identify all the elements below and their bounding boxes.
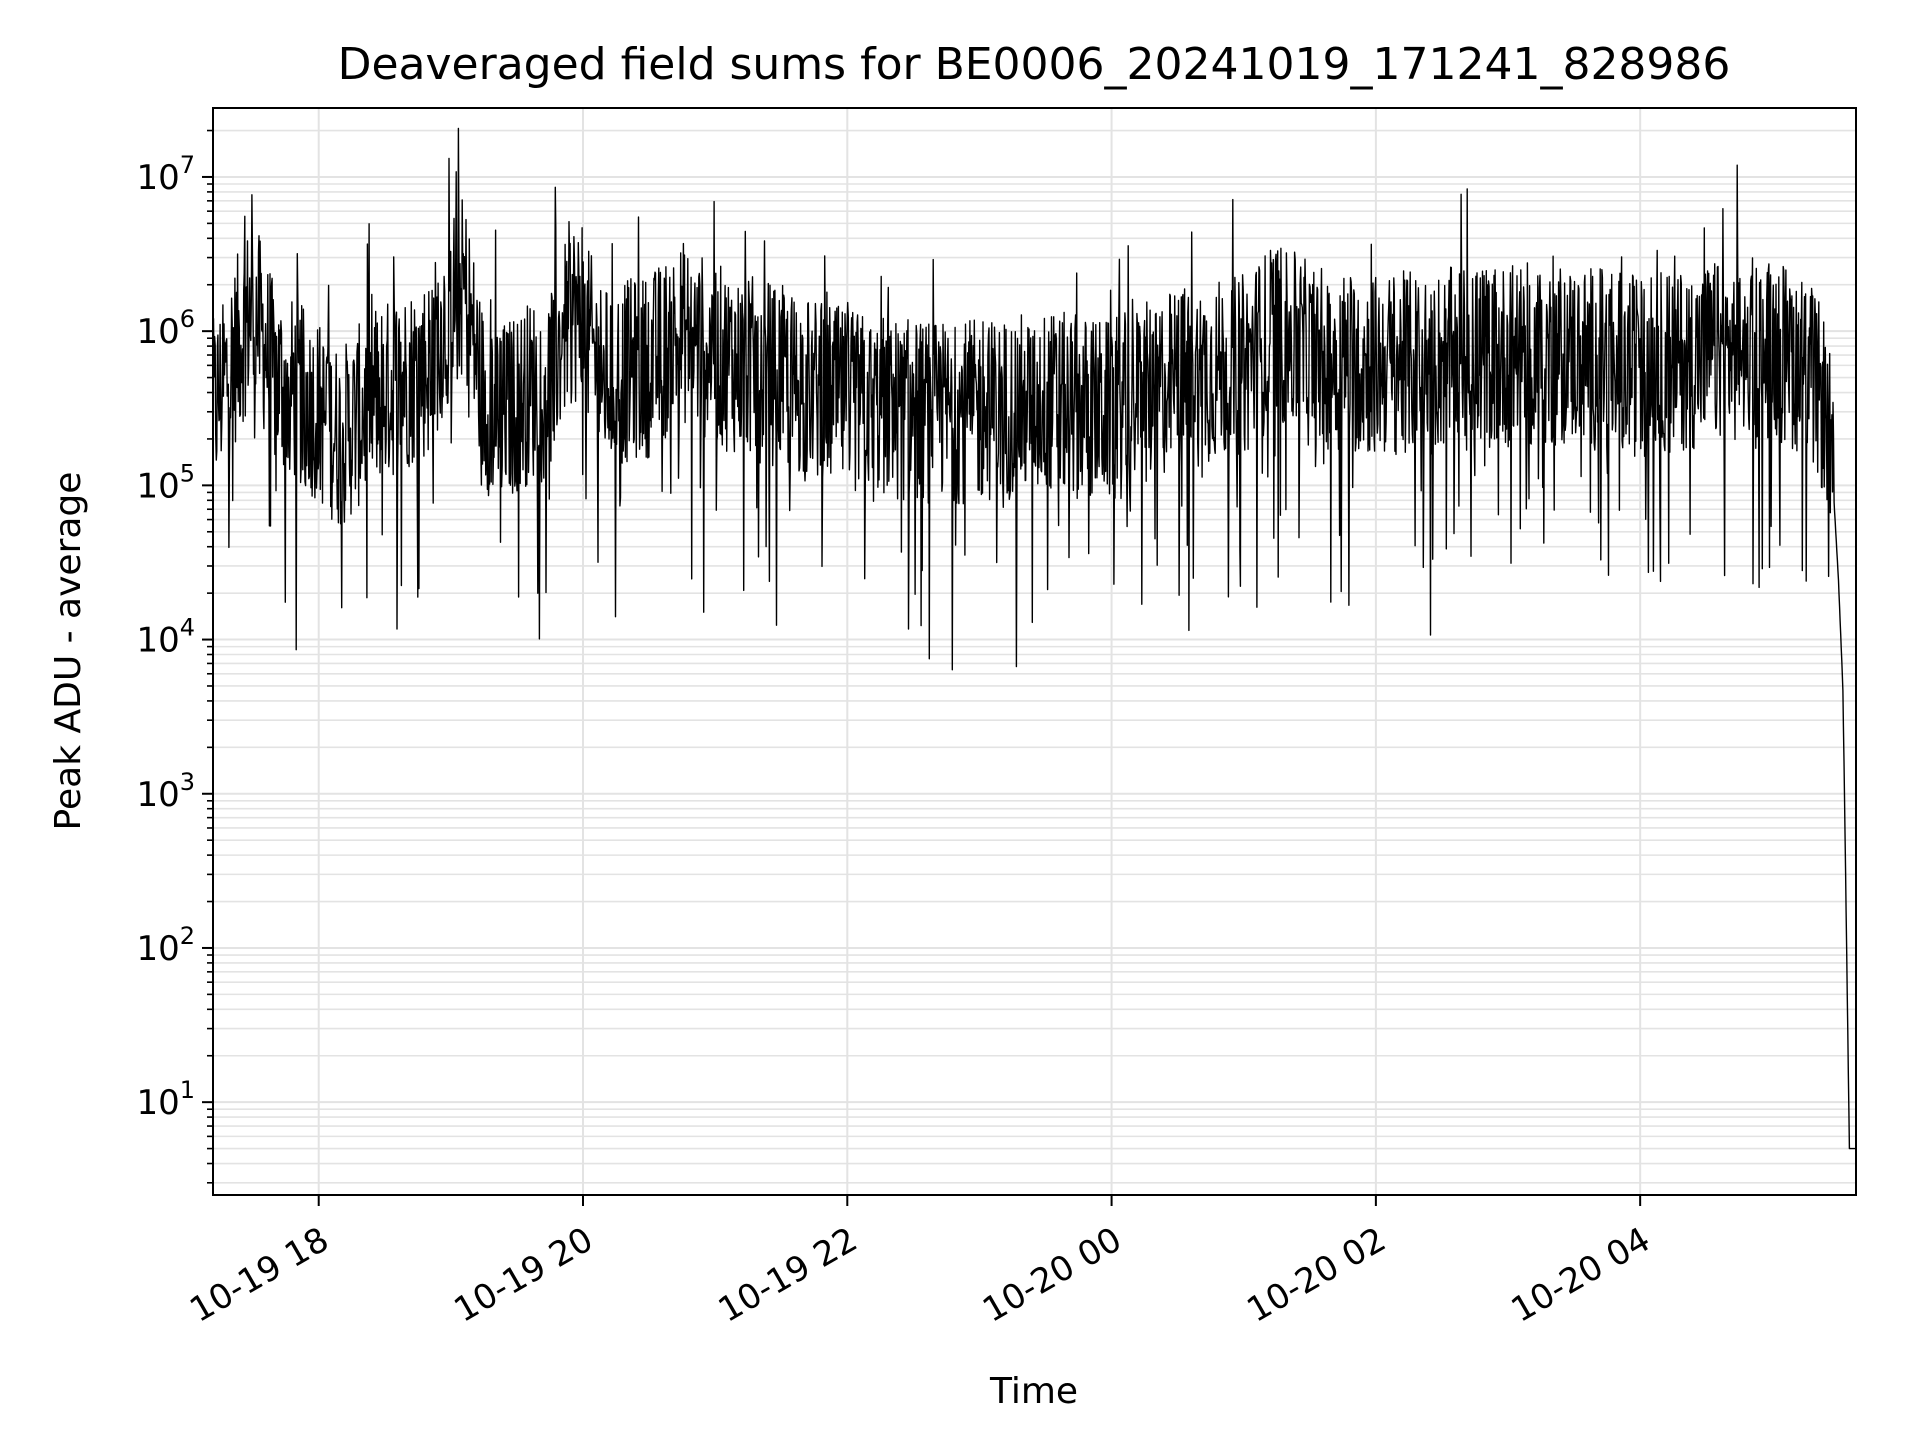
x-tick-label: 10-20 04 bbox=[1505, 1220, 1657, 1331]
y-tick-label: 103 bbox=[136, 768, 195, 815]
y-axis: 101 102 103 104 105 106 107 bbox=[136, 129, 213, 1184]
y-tick-label: 101 bbox=[136, 1076, 195, 1123]
y-tick-label: 104 bbox=[136, 614, 195, 661]
series-layer bbox=[212, 127, 1857, 1150]
y-tick-label: 106 bbox=[136, 305, 195, 352]
x-tick-label: 10-19 22 bbox=[712, 1220, 864, 1331]
y-tick-label: 105 bbox=[136, 459, 195, 506]
series-line-0 bbox=[212, 127, 1857, 1150]
plot-frame bbox=[212, 107, 1857, 1196]
y-tick-label: 102 bbox=[136, 922, 195, 969]
y-tick-label: 107 bbox=[136, 151, 195, 198]
x-tick-label: 10-19 20 bbox=[448, 1220, 600, 1331]
y-axis-label: Peak ADU - average bbox=[48, 472, 89, 831]
x-tick-label: 10-19 18 bbox=[183, 1220, 335, 1331]
x-tick-label: 10-20 02 bbox=[1240, 1220, 1392, 1331]
x-axis-label: Time bbox=[989, 1371, 1078, 1412]
chart-title: Deaveraged field sums for BE0006_2024101… bbox=[338, 39, 1731, 90]
x-axis: 10-19 18 10-19 20 10-19 22 10-20 00 10-20 02… bbox=[183, 1195, 1657, 1331]
x-tick-label: 10-20 00 bbox=[976, 1220, 1128, 1331]
